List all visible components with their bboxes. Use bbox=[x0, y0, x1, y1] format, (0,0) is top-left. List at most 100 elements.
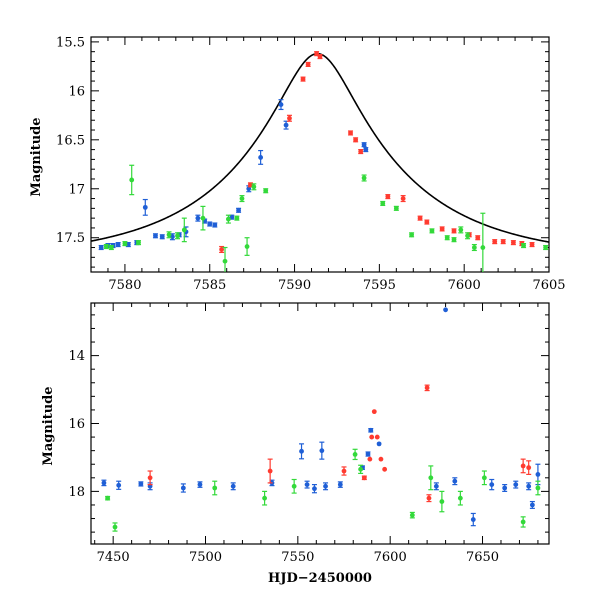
data-point-blue bbox=[236, 207, 241, 213]
bottom-plot-area bbox=[101, 307, 541, 532]
data-point-red bbox=[385, 194, 391, 200]
data-point-green bbox=[129, 177, 135, 183]
data-point-blue bbox=[535, 472, 541, 477]
data-point-red bbox=[305, 62, 311, 67]
bottom-x-tick-label: 7450 bbox=[97, 550, 130, 565]
top-x-tick-label: 7605 bbox=[532, 278, 565, 293]
bottom-y-tick-label: 18 bbox=[68, 485, 85, 500]
bottom-x-axis-title: HJD−2450000 bbox=[268, 571, 372, 586]
data-point-green bbox=[222, 258, 228, 264]
data-point-green bbox=[465, 233, 470, 239]
top-y-tick-label: 17.5 bbox=[56, 231, 85, 246]
data-point-blue bbox=[197, 482, 203, 487]
data-point-blue bbox=[138, 481, 144, 487]
data-point-red bbox=[317, 54, 323, 59]
data-point-green bbox=[451, 237, 457, 243]
data-point-green bbox=[520, 519, 526, 525]
data-point-blue bbox=[195, 215, 201, 221]
data-point-green bbox=[458, 227, 464, 233]
data-point-red bbox=[147, 475, 153, 481]
data-point-red bbox=[348, 130, 353, 136]
data-point-green bbox=[263, 188, 269, 194]
data-point-red bbox=[341, 468, 347, 474]
data-point-red bbox=[300, 76, 306, 82]
data-point-green bbox=[481, 475, 487, 481]
data-point-green bbox=[108, 245, 114, 250]
data-point-green bbox=[352, 451, 358, 457]
top-y-axis-title: Magnitude bbox=[29, 117, 44, 196]
data-point-blue bbox=[365, 451, 371, 457]
bottom-x-tick-label: 7600 bbox=[374, 550, 407, 565]
bottom-y-tick-label: 14 bbox=[68, 349, 85, 364]
data-point-blue bbox=[101, 480, 107, 486]
top-plot-frame bbox=[90, 36, 550, 273]
data-point-blue bbox=[323, 483, 328, 489]
data-point-green bbox=[212, 485, 218, 491]
bottom-panel: Magnitude HJD−2450000 7450 7500 7550 7600 76… bbox=[41, 302, 550, 586]
data-point-blue bbox=[363, 147, 369, 153]
data-point-red bbox=[424, 385, 430, 391]
data-point-red bbox=[417, 215, 423, 221]
data-point-red bbox=[510, 240, 516, 246]
data-point-blue bbox=[230, 483, 236, 489]
data-point-green bbox=[380, 201, 386, 206]
data-point-blue bbox=[502, 485, 508, 491]
data-point-red bbox=[369, 434, 375, 440]
bottom-x-tick-label: 7650 bbox=[466, 550, 499, 565]
bottom-y-tick-label: 16 bbox=[68, 417, 85, 432]
data-point-red bbox=[424, 219, 430, 225]
data-point-blue bbox=[116, 482, 122, 488]
data-point-green bbox=[409, 232, 414, 238]
data-point-green bbox=[262, 495, 267, 501]
data-point-green bbox=[543, 245, 549, 250]
data-point-green bbox=[251, 184, 257, 190]
data-point-blue bbox=[153, 233, 158, 239]
data-point-green bbox=[457, 495, 463, 501]
data-point-blue bbox=[319, 448, 325, 454]
data-point-blue bbox=[443, 307, 448, 313]
top-y-tick-label: 17 bbox=[68, 182, 85, 197]
data-point-red bbox=[353, 137, 359, 143]
data-point-red bbox=[367, 456, 373, 462]
data-point-blue bbox=[278, 102, 284, 107]
top-y-tick-label: 16.5 bbox=[56, 133, 85, 148]
data-point-blue bbox=[159, 234, 165, 240]
data-point-red bbox=[382, 466, 388, 472]
top-x-tick-label: 7585 bbox=[193, 278, 226, 293]
data-point-red bbox=[520, 463, 526, 469]
data-point-blue bbox=[361, 142, 367, 148]
data-point-blue bbox=[207, 221, 213, 227]
data-point-red bbox=[529, 242, 535, 247]
data-point-green bbox=[112, 524, 118, 530]
data-point-blue bbox=[470, 517, 476, 522]
data-point-blue bbox=[452, 478, 458, 484]
data-point-green bbox=[393, 205, 399, 211]
data-point-red bbox=[492, 239, 498, 245]
data-point-blue bbox=[433, 483, 439, 489]
data-point-green bbox=[105, 495, 111, 501]
top-y-tick-label: 16 bbox=[68, 84, 85, 99]
data-point-blue bbox=[246, 186, 252, 192]
data-point-green bbox=[244, 244, 250, 249]
data-point-red bbox=[426, 495, 432, 501]
bottom-x-tick-label: 7550 bbox=[281, 550, 314, 565]
data-point-red bbox=[500, 239, 506, 245]
data-point-green bbox=[471, 245, 477, 250]
data-point-blue bbox=[212, 222, 218, 228]
data-point-green bbox=[429, 228, 435, 234]
data-point-blue bbox=[115, 242, 121, 247]
data-point-red bbox=[451, 228, 457, 234]
data-point-red bbox=[361, 475, 367, 481]
data-point-green bbox=[136, 240, 141, 246]
data-point-blue bbox=[98, 245, 104, 250]
data-point-green bbox=[409, 512, 415, 518]
data-point-green bbox=[122, 241, 128, 247]
data-point-red bbox=[287, 115, 292, 121]
top-y-tick-label: 15.5 bbox=[56, 35, 85, 50]
data-point-blue bbox=[529, 502, 535, 508]
data-point-green bbox=[200, 215, 206, 221]
data-point-blue bbox=[312, 486, 317, 492]
data-point-green bbox=[535, 485, 541, 491]
data-point-green bbox=[358, 466, 364, 472]
